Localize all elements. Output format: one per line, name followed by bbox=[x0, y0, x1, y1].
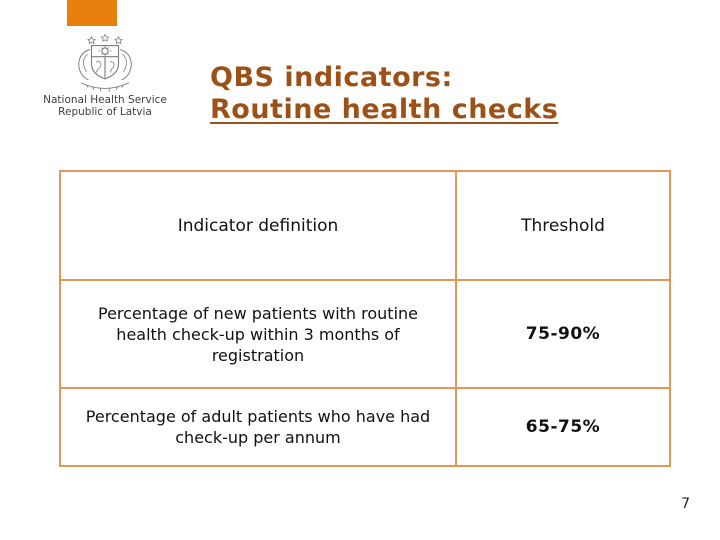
nhs-latvia-logo: National Health Service Republic of Latv… bbox=[40, 32, 170, 118]
column-header-threshold: Threshold bbox=[455, 172, 669, 279]
column-header-indicator-definition: Indicator definition bbox=[177, 215, 339, 236]
slide-title-line1: QBS indicators: bbox=[210, 62, 453, 93]
indicators-table: Indicator definition Threshold Percentag… bbox=[59, 170, 671, 467]
accent-bar bbox=[67, 0, 117, 26]
logo-org-line1: National Health Service bbox=[43, 94, 167, 106]
latvia-coat-of-arms-icon bbox=[40, 32, 170, 94]
page-number: 7 bbox=[681, 496, 690, 512]
slide-title-line2: Routine health checks bbox=[210, 94, 559, 125]
slide-title: QBS indicators: Routine health checks bbox=[210, 62, 558, 126]
table-row-2-indicator: Percentage of adult patients who have ha… bbox=[61, 387, 455, 465]
table-row-1-threshold: 75-90% bbox=[455, 279, 669, 387]
logo-org-line2: Republic of Latvia bbox=[58, 106, 152, 118]
table-row-2-threshold: 65-75% bbox=[455, 387, 669, 465]
table-row-1-indicator: Percentage of new patients with routine … bbox=[61, 279, 455, 387]
